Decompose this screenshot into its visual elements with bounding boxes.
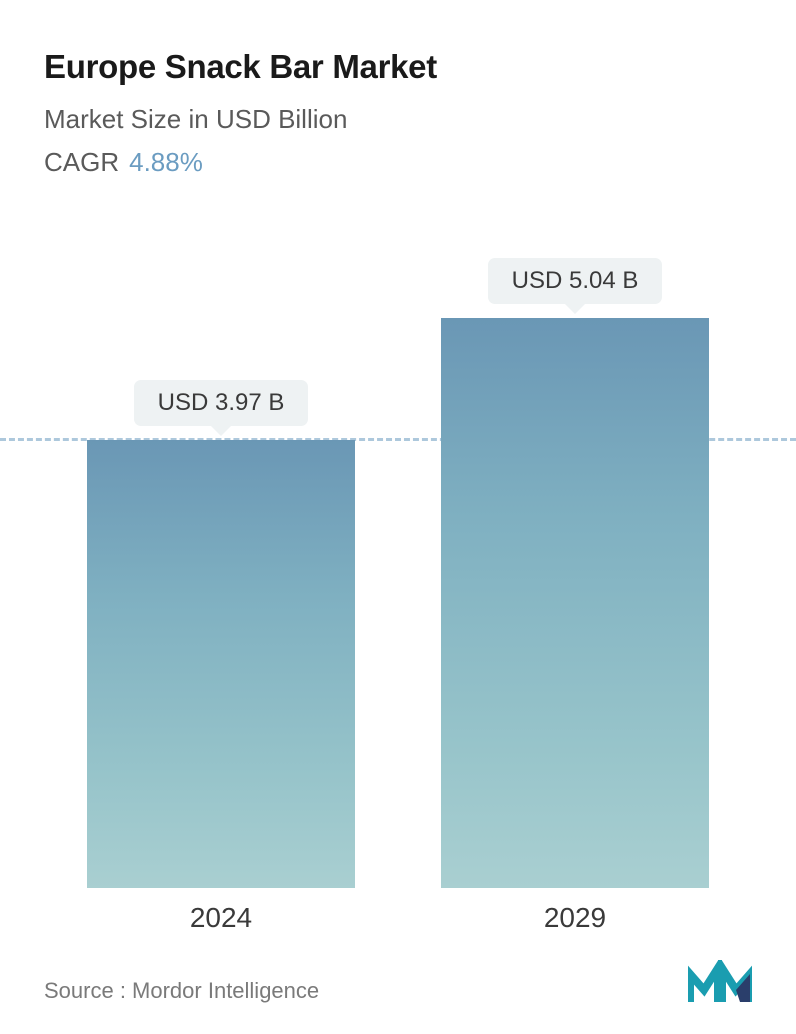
x-label-2024: 2024 <box>71 902 371 934</box>
chart-subtitle: Market Size in USD Billion <box>44 104 752 135</box>
cagr-label: CAGR <box>44 147 119 177</box>
source-text: Source : Mordor Intelligence <box>44 978 319 1004</box>
chart-area: USD 3.97 B USD 5.04 B <box>44 228 752 888</box>
bar-2029 <box>441 318 709 888</box>
x-axis-labels: 2024 2029 <box>44 902 752 934</box>
bar-value-label-2029: USD 5.04 B <box>488 258 663 304</box>
bar-group-2024: USD 3.97 B <box>71 380 371 888</box>
cagr-value: 4.88% <box>129 147 203 177</box>
bar-2024 <box>87 440 355 888</box>
bar-value-label-2024: USD 3.97 B <box>134 380 309 426</box>
mordor-logo-icon <box>688 960 752 1004</box>
bars-container: USD 3.97 B USD 5.04 B <box>44 228 752 888</box>
x-label-2029: 2029 <box>425 902 725 934</box>
footer: Source : Mordor Intelligence <box>44 960 752 1004</box>
chart-title: Europe Snack Bar Market <box>44 48 752 86</box>
bar-group-2029: USD 5.04 B <box>425 258 725 888</box>
cagr-row: CAGR 4.88% <box>44 147 752 178</box>
